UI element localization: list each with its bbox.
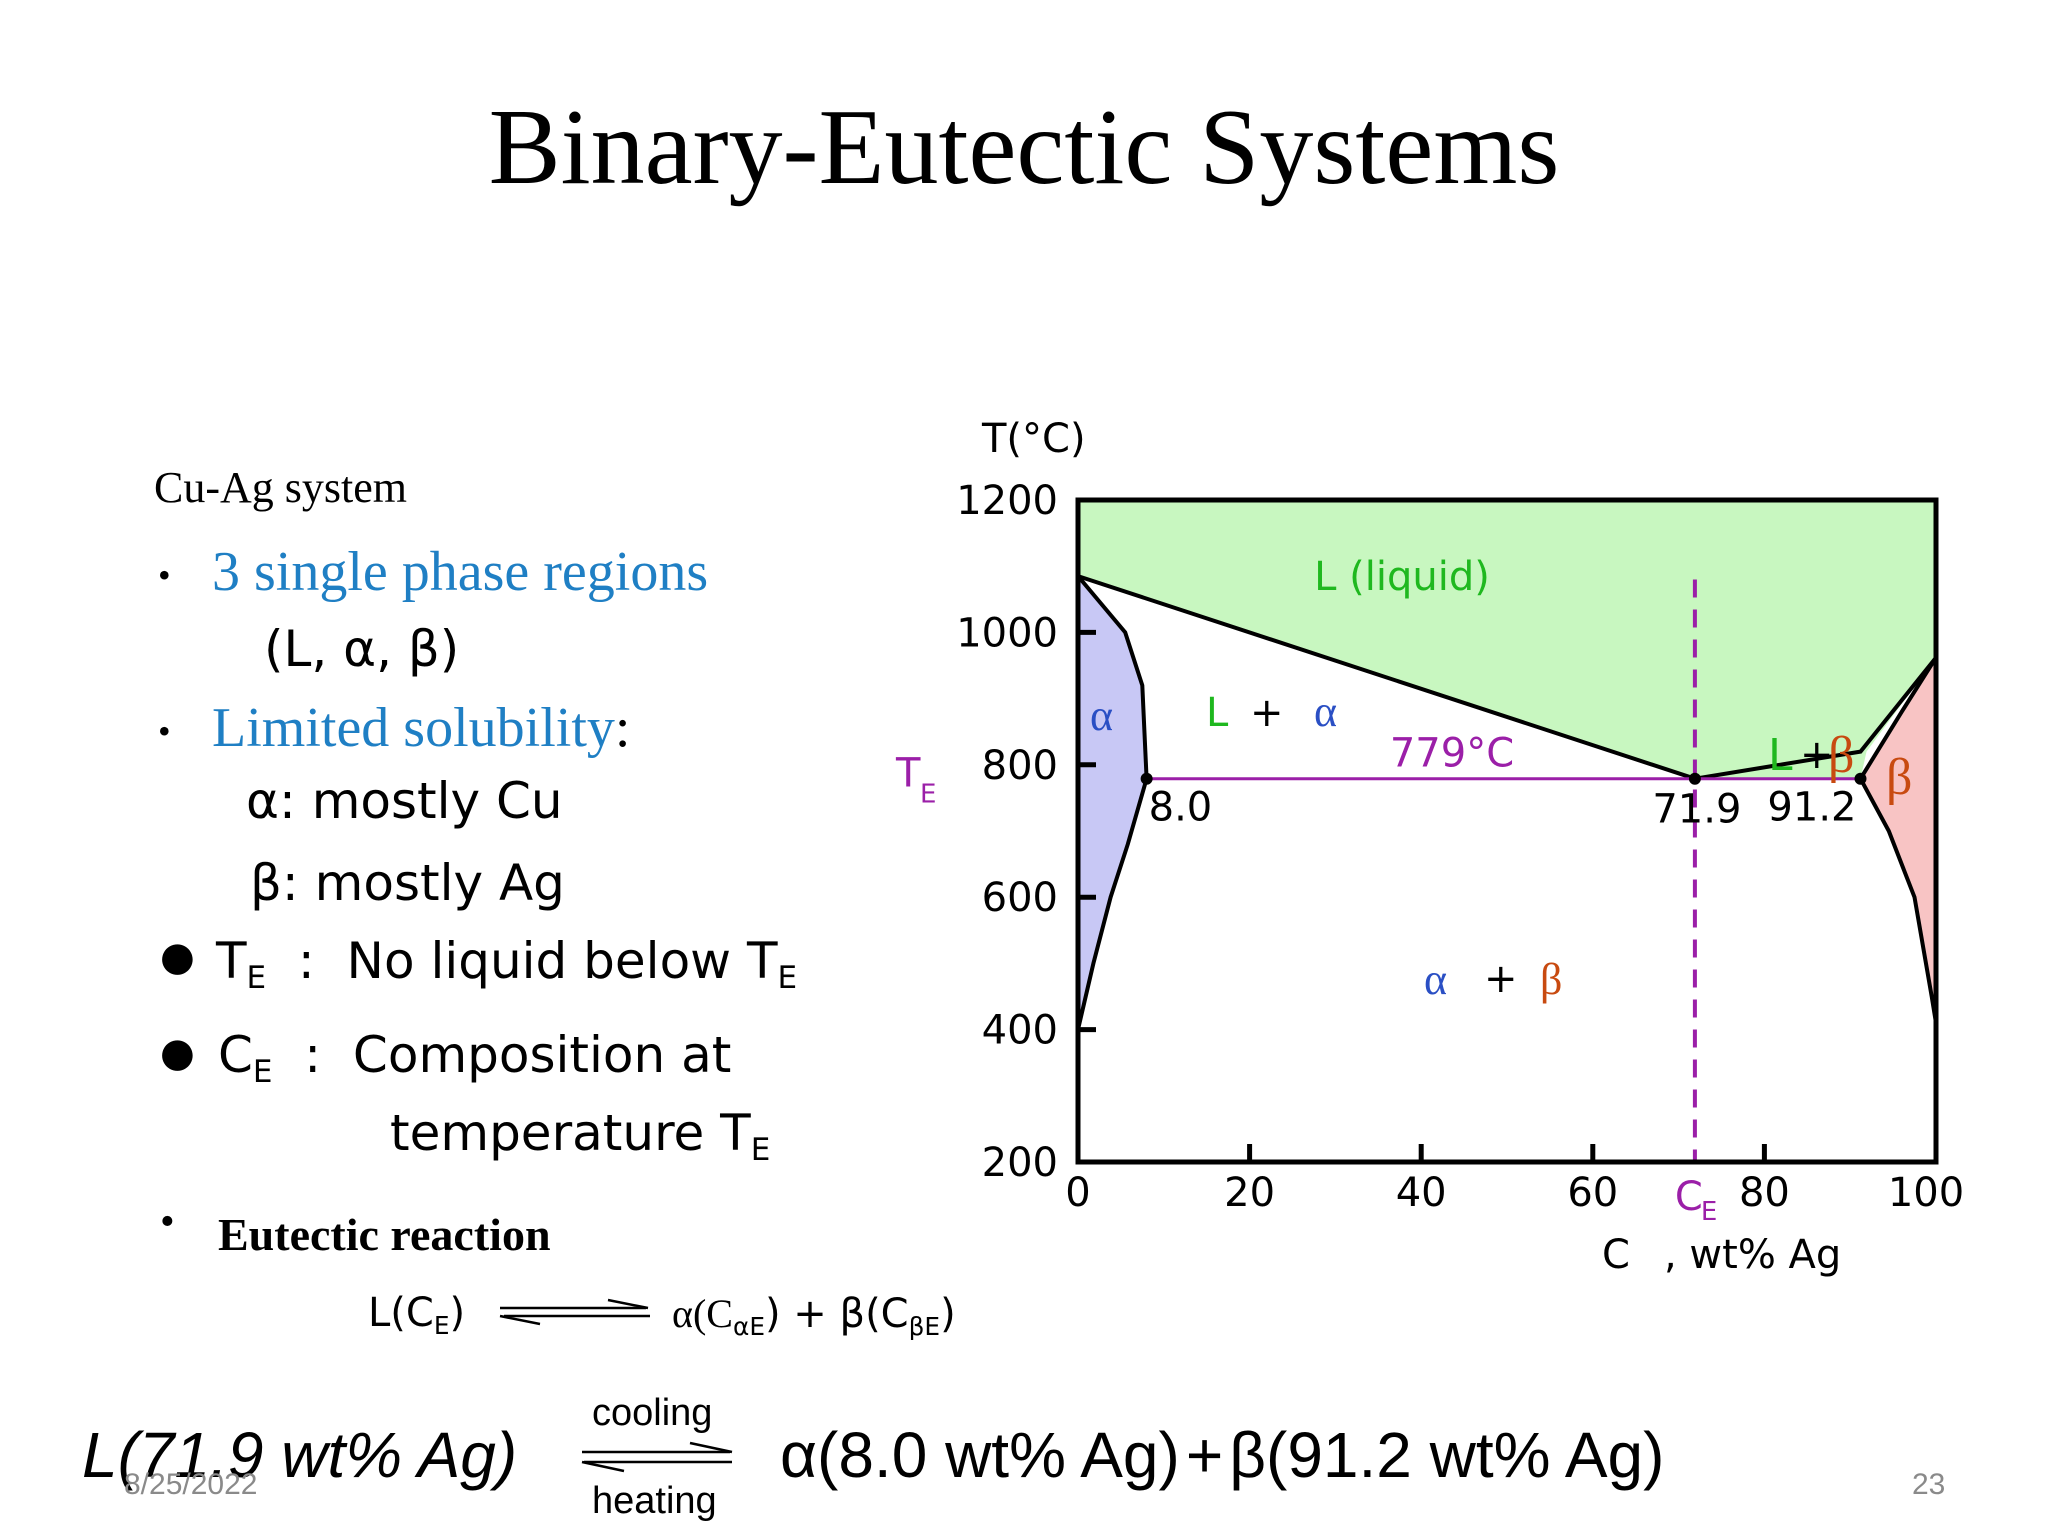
x-tick-label: 0 [1065, 1170, 1090, 1216]
eutectic-reaction-label: Eutectic reaction [218, 1209, 551, 1260]
system-label: Cu-Ag system [154, 463, 407, 512]
y-tick-label: 400 [982, 1008, 1058, 1054]
beta-solubility-point [1854, 772, 1867, 785]
te-axis-subscript: E [920, 780, 936, 810]
bullet-dot: • [158, 555, 171, 595]
y-tick-label: 800 [982, 743, 1058, 789]
eutectic-temperature-label: 779°C [1390, 731, 1514, 777]
eutectic-point [1688, 772, 1701, 785]
equilibrium-arrow-big [581, 1441, 733, 1473]
alpha-beta-region-alpha-label: α [1424, 955, 1447, 1004]
l-beta-region-plus: + [1800, 732, 1834, 778]
phase-list-text: (L, α, β) [264, 620, 460, 678]
alpha-beta-region-plus: + [1484, 956, 1518, 1002]
reaction-cooling-label: cooling [592, 1392, 713, 1434]
te-bullet-text: TE : No liquid below TE [216, 932, 797, 993]
l-beta-region-liquid-label: L [1768, 730, 1793, 781]
x-tick-label: 40 [1396, 1170, 1447, 1216]
reaction-small-beta-subscript: βE [908, 1311, 941, 1341]
y-tick-label: 600 [982, 875, 1058, 921]
alpha-region [1078, 576, 1147, 1030]
ce-tick-subscript: E [1701, 1197, 1717, 1227]
beta-solvus-line [1858, 777, 1938, 1024]
te-subscript: E [246, 959, 267, 996]
equilibrium-arrow-small [499, 1298, 650, 1326]
te-description-subscript: E [777, 959, 798, 996]
bullet-dot: ● [160, 934, 195, 980]
beta-composition-label: 91.2 [1767, 785, 1856, 831]
reaction-small-alpha: α(C [672, 1291, 733, 1336]
alpha-region-label: α [1090, 691, 1113, 740]
l-alpha-region-plus: + [1250, 690, 1284, 736]
x-tick-label: 100 [1888, 1170, 1964, 1216]
te-symbol: T [216, 932, 247, 990]
reaction-small-left-subscript: E [433, 1310, 450, 1340]
reaction-big-beta: β(91.2 wt% Ag) [1229, 1419, 1665, 1491]
ce-tick-label: C [1675, 1174, 1703, 1220]
l-beta-region-beta-label: β [1828, 727, 1854, 784]
alpha-beta-region-beta-label: β [1540, 955, 1562, 1004]
reaction-small-right: α(CαE) + β(CβE) [672, 1290, 956, 1339]
ce-description-continued: temperature T [390, 1104, 751, 1162]
reaction-big-alpha: α(8.0 wt% Ag) [780, 1419, 1180, 1491]
reaction-big-plus: + [1185, 1419, 1224, 1491]
liquidus-right-line [1694, 656, 1938, 781]
alpha-solidus-line [1076, 574, 1149, 779]
ce-bullet-text: CE : Composition at [218, 1026, 732, 1087]
slide-date: 8/25/2022 [124, 1468, 258, 1501]
y-tick-label: 1000 [956, 610, 1058, 656]
liquidus-left-line [1077, 574, 1696, 781]
slide-title: Binary-Eutectic Systems [488, 88, 1560, 207]
liquid-region [1078, 500, 1936, 779]
x-axis-label-units: , wt% Ag [1664, 1232, 1841, 1278]
x-tick-label: 80 [1739, 1170, 1790, 1216]
te-description: : No liquid below T [266, 932, 778, 990]
alpha-composition-label: 8.0 [1149, 785, 1213, 831]
plot-frame [1075, 497, 1939, 1165]
reaction-heating-label: heating [592, 1480, 717, 1522]
single-phase-regions-text: 3 single phase regions [212, 541, 709, 603]
alpha-mostly-cu-text: α: mostly Cu [246, 772, 563, 830]
reaction-small-left: L(CE) [368, 1290, 466, 1338]
y-axis-label: T(°C) [981, 416, 1086, 462]
liquid-region-label: L (liquid) [1314, 554, 1490, 600]
reaction-big-right: α(8.0 wt% Ag)+β(91.2 wt% Ag) [780, 1418, 1664, 1492]
reaction-small-alpha-subscript: αE [732, 1311, 765, 1341]
bullet-dot: • [158, 711, 171, 751]
reaction-big-left: L(71.9 wt% Ag) [82, 1419, 518, 1491]
ce-description-continued-subscript: E [750, 1131, 771, 1168]
l-alpha-region-liquid-label: L [1206, 690, 1229, 736]
ce-description: : Composition at [272, 1026, 732, 1084]
limited-solubility-line: Limited solubility: [212, 696, 630, 760]
x-tick-label: 20 [1224, 1170, 1275, 1216]
ce-subscript: E [252, 1053, 273, 1090]
bullet-dot: • [160, 1199, 175, 1245]
l-alpha-region-alpha-label: α [1314, 687, 1337, 736]
beta-solidus-line [1858, 656, 1938, 780]
ce-symbol: C [218, 1026, 253, 1084]
reaction-small-left-text: L(C [368, 1290, 434, 1336]
reaction-small-mid: ) + β(C [764, 1291, 909, 1337]
alpha-solvus-line [1076, 778, 1149, 1031]
x-axis-label-symbol: C [1602, 1232, 1630, 1278]
limited-solubility-colon: : [614, 697, 631, 759]
eutectic-composition-label: 71.9 [1652, 787, 1741, 833]
x-tick-label: 60 [1567, 1170, 1618, 1216]
beta-mostly-ag-text: β: mostly Ag [250, 854, 565, 912]
y-tick-label: 200 [982, 1140, 1058, 1186]
alpha-solubility-point [1140, 772, 1153, 785]
reaction-small-left-close: ) [449, 1290, 466, 1336]
limited-solubility-text: Limited solubility [212, 697, 615, 759]
ce-description-line2: temperature TE [390, 1104, 770, 1165]
slide-page-number: 23 [1912, 1468, 1946, 1501]
bullet-dot: ● [160, 1030, 195, 1076]
y-tick-label: 1200 [956, 478, 1058, 524]
te-axis-label: T [895, 751, 921, 797]
reaction-small-close: ) [940, 1291, 956, 1337]
beta-region-label: β [1886, 749, 1912, 806]
